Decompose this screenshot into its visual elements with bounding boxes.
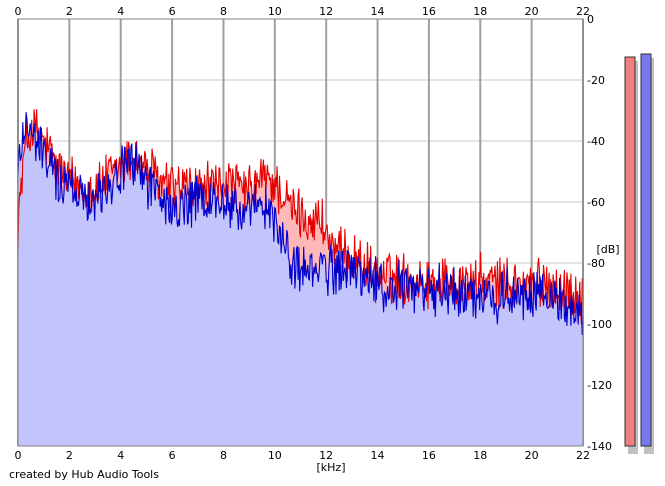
x-tick-label-top: 20: [525, 5, 539, 18]
level-meter-1: [624, 56, 636, 447]
x-tick-labels-bottom: 0 2 4 6 8 10 12 14 16 18 20 22: [15, 449, 591, 462]
x-axis-label: [kHz]: [317, 461, 346, 474]
series-lines: [17, 109, 584, 336]
series-line-1: [17, 109, 584, 325]
x-tick-label-top: 14: [371, 5, 385, 18]
x-tick-label-bottom: 18: [473, 449, 487, 462]
x-tick-label-bottom: 10: [268, 449, 282, 462]
y-tick-label: -140: [587, 440, 612, 453]
x-tick-label-bottom: 12: [319, 449, 333, 462]
x-tick-label-bottom: 16: [422, 449, 436, 462]
x-tick-label-top: 18: [473, 5, 487, 18]
y-axis-label: [dB]: [596, 243, 619, 256]
x-tick-label-top: 4: [117, 5, 124, 18]
series-line-2: [17, 112, 584, 336]
x-tick-label-top: 12: [319, 5, 333, 18]
x-tick-label-top: 8: [220, 5, 227, 18]
y-tick-label: -120: [587, 379, 612, 392]
x-tick-label-top: 22: [576, 5, 590, 18]
x-tick-label-top: 2: [66, 5, 73, 18]
plot-frame: [17, 18, 584, 447]
x-tick-label-top: 16: [422, 5, 436, 18]
x-tick-label-top: 6: [169, 5, 176, 18]
y-tick-label: 0: [587, 13, 594, 26]
x-tick-label-bottom: 0: [15, 449, 22, 462]
x-tick-label-bottom: 2: [66, 449, 73, 462]
y-tick-label: -100: [587, 318, 612, 331]
y-tick-label: -40: [587, 135, 605, 148]
x-tick-label-bottom: 20: [525, 449, 539, 462]
x-tick-labels-top: 0 2 4 6 8 10 12 14 16 18 20 22: [15, 5, 591, 18]
x-tick-label-top: 10: [268, 5, 282, 18]
credit-text: created by Hub Audio Tools: [9, 468, 159, 481]
level-meter-2: [640, 53, 652, 447]
x-tick-label-bottom: 14: [371, 449, 385, 462]
x-tick-label-top: 0: [15, 5, 22, 18]
y-tick-label: -20: [587, 74, 605, 87]
x-tick-label-bottom: 4: [117, 449, 124, 462]
x-tick-label-bottom: 22: [576, 449, 590, 462]
y-tick-label: -80: [587, 257, 605, 270]
y-tick-label: -60: [587, 196, 605, 209]
x-tick-label-bottom: 6: [169, 449, 176, 462]
y-tick-labels: 0 -20 -40 -60 -80 -100 -120 -140: [587, 13, 612, 453]
level-meters: [624, 53, 654, 454]
plot-border: [17, 18, 584, 447]
x-tick-label-bottom: 8: [220, 449, 227, 462]
